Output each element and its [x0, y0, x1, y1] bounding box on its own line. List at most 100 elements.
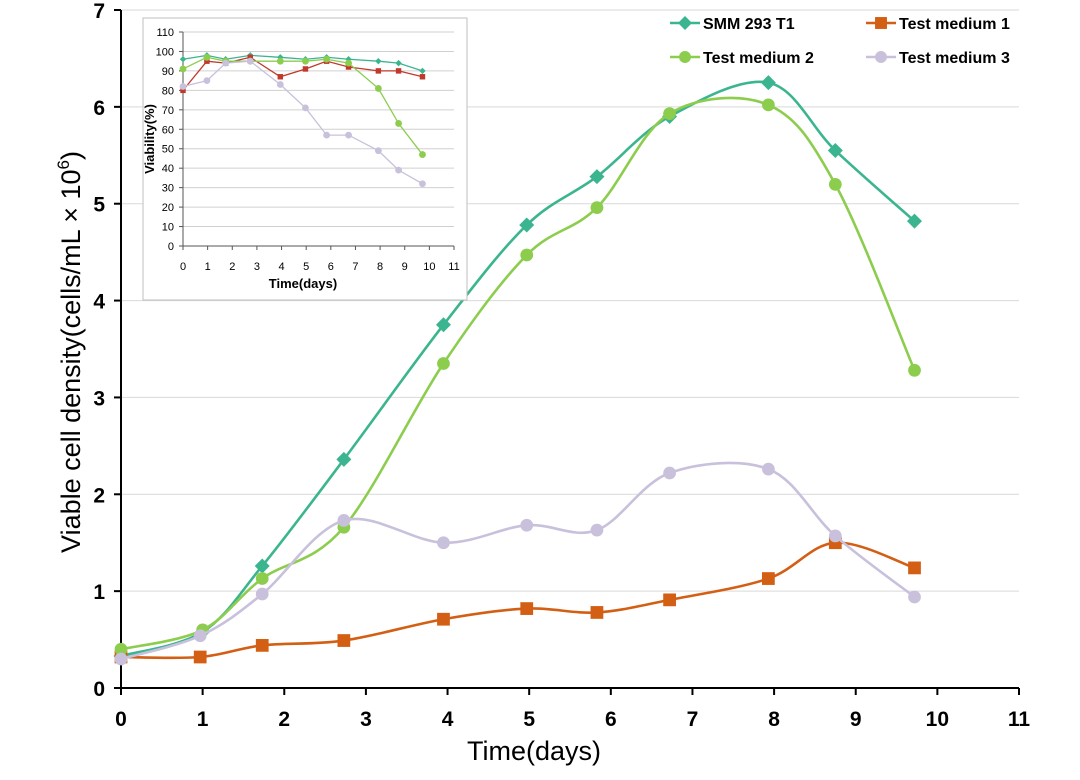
data-point — [193, 629, 207, 643]
inset-y-tick-label: 30 — [162, 183, 174, 195]
main-x-tick-label: 1 — [197, 708, 209, 731]
data-point — [222, 59, 230, 67]
main-y-axis-title-close: ) — [56, 151, 86, 160]
inset-y-tick-label: 40 — [162, 163, 174, 175]
legend-label: Test medium 3 — [899, 50, 1010, 67]
data-point — [179, 83, 187, 90]
data-point — [590, 523, 604, 537]
legend-entry: Test medium 1 — [866, 16, 1010, 33]
inset-x-tick-label: 9 — [402, 261, 408, 273]
main-y-tick-label: 2 — [93, 484, 105, 507]
data-point — [345, 59, 352, 67]
main-legend: SMM 293 T1 Test medium 1 Test medium 2 Test… — [670, 16, 1010, 67]
data-point — [179, 65, 187, 73]
main-y-tick-label: 3 — [93, 387, 105, 410]
inset-y-tick-label: 100 — [156, 46, 174, 58]
inset-x-tick-label: 3 — [254, 261, 260, 273]
data-point — [247, 54, 253, 61]
main-series-test-medium-2 — [114, 96, 921, 656]
data-point — [180, 87, 186, 94]
inset-y-tick-label: 70 — [162, 105, 174, 117]
inset-x-tick-label: 4 — [278, 261, 284, 273]
inset-x-ticks: 0 1 2 3 4 5 6 7 8 9 10 11 — [180, 246, 460, 273]
data-point — [908, 561, 921, 575]
main-x-tick-label: 0 — [115, 708, 127, 731]
data-point — [276, 57, 284, 65]
data-point — [435, 317, 451, 333]
data-point — [419, 74, 426, 80]
data-point — [827, 142, 843, 158]
main-x-axis-title: Time(days) — [467, 736, 601, 766]
data-point — [323, 55, 331, 63]
data-point — [908, 590, 921, 604]
data-point — [302, 66, 309, 72]
main-x-tick-label: 2 — [278, 708, 290, 731]
inset-series-test-medium-1 — [180, 54, 426, 94]
legend-entry: SMM 293 T1 — [670, 16, 795, 33]
data-point — [663, 466, 676, 480]
main-x-tick-label: 4 — [442, 708, 454, 731]
data-point — [762, 98, 775, 112]
data-point — [345, 64, 352, 70]
inset-y-tick-label: 80 — [162, 85, 174, 97]
data-point — [246, 57, 254, 65]
inset-gridlines — [183, 31, 454, 228]
inset-x-tick-label: 11 — [448, 261, 459, 273]
data-point — [663, 107, 676, 121]
data-point — [663, 593, 676, 607]
inset-y-axis-title: Viability(%) — [142, 104, 157, 174]
data-point — [519, 217, 535, 233]
inset-x-tick-label: 5 — [303, 261, 309, 273]
data-point — [204, 58, 210, 64]
inset-series-layer — [179, 52, 426, 188]
inset-x-axis-title: Time(days) — [269, 276, 337, 291]
legend-entry: Test medium 2 — [670, 50, 814, 67]
data-point — [179, 56, 187, 63]
data-point — [395, 120, 402, 127]
data-point — [114, 642, 128, 656]
data-point — [193, 650, 207, 664]
main-x-tick-label: 6 — [605, 708, 617, 731]
inset-x-tick-label: 2 — [229, 261, 235, 273]
data-point — [437, 357, 450, 370]
data-point — [375, 68, 382, 74]
main-x-tick-label: 10 — [926, 708, 949, 731]
inset-y-tick-label: 10 — [162, 222, 174, 234]
inset-x-tick-label: 7 — [352, 261, 358, 273]
data-point — [907, 213, 923, 229]
data-point — [277, 74, 284, 80]
main-y-axis-title: Viable cell density(cells/mL × 106) — [54, 151, 86, 553]
legend-entry: Test medium 3 — [866, 50, 1010, 67]
main-y-tick-label: 0 — [93, 678, 105, 701]
data-point — [374, 85, 382, 92]
inset-y-tick-label: 60 — [162, 124, 174, 136]
data-point — [828, 177, 842, 191]
data-point — [203, 77, 211, 85]
legend-marker — [875, 17, 887, 29]
legend-label: Test medium 2 — [703, 50, 814, 67]
data-point — [323, 131, 331, 139]
main-y-axis-title-superscript: 6 — [54, 160, 73, 169]
data-point — [760, 75, 776, 91]
data-point — [375, 57, 382, 65]
inset-y-tick-label: 90 — [162, 66, 174, 78]
data-point — [374, 147, 382, 155]
main-x-tick-label: 9 — [850, 708, 862, 731]
data-point — [395, 166, 402, 174]
main-x-tick-label: 11 — [1008, 708, 1031, 731]
data-point — [589, 169, 605, 185]
data-point — [520, 248, 534, 262]
main-y-axis-title-text: Viable cell density(cells/mL × 10 — [56, 170, 86, 553]
data-point — [437, 612, 450, 626]
data-point — [395, 59, 402, 67]
data-point — [345, 56, 352, 63]
main-y-tick-label: 7 — [93, 0, 105, 23]
main-y-tick-label: 5 — [93, 194, 105, 217]
legend-marker — [875, 51, 887, 63]
inset-x-tick-label: 8 — [377, 261, 383, 273]
legend-label: SMM 293 T1 — [703, 16, 795, 33]
inset-chart: 0 1 2 3 4 5 6 7 8 9 10 110102030405060708090100110T… — [142, 17, 468, 301]
inset-y-tick-label: 110 — [156, 27, 174, 39]
data-point — [520, 602, 534, 615]
main-x-tick-label: 3 — [360, 708, 372, 731]
